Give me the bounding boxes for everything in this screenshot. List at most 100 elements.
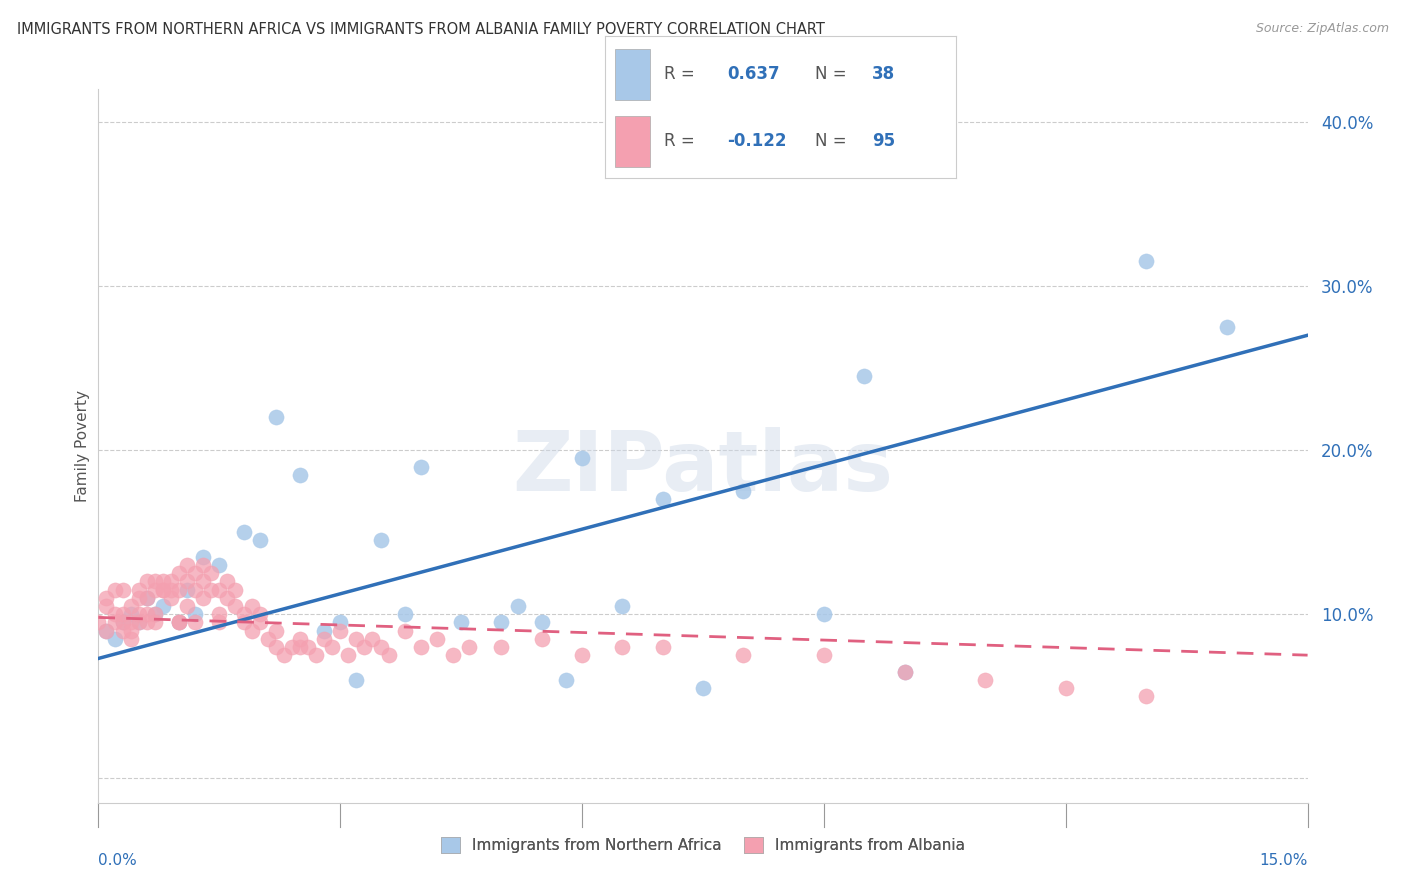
Point bbox=[314, 624, 336, 638]
Point bbox=[217, 574, 239, 589]
Point bbox=[1135, 689, 1157, 703]
Text: N =: N = bbox=[815, 65, 846, 83]
Point bbox=[167, 566, 190, 581]
Point bbox=[152, 582, 174, 597]
Point bbox=[426, 632, 449, 646]
Point bbox=[184, 566, 207, 581]
Point bbox=[120, 607, 142, 622]
Point bbox=[329, 624, 352, 638]
Point bbox=[128, 615, 150, 630]
Point bbox=[135, 591, 157, 605]
Point bbox=[974, 673, 997, 687]
Point bbox=[167, 582, 190, 597]
Point bbox=[208, 615, 231, 630]
Point bbox=[353, 640, 375, 654]
Point bbox=[232, 607, 254, 622]
Point bbox=[321, 640, 343, 654]
Text: ZIPatlas: ZIPatlas bbox=[513, 427, 893, 508]
Point bbox=[1135, 254, 1157, 268]
Point bbox=[176, 558, 198, 572]
Point bbox=[128, 582, 150, 597]
Point bbox=[297, 640, 319, 654]
Point bbox=[184, 615, 207, 630]
Legend: Immigrants from Northern Africa, Immigrants from Albania: Immigrants from Northern Africa, Immigra… bbox=[434, 831, 972, 859]
Point bbox=[370, 533, 392, 548]
Point bbox=[111, 607, 134, 622]
Point bbox=[176, 582, 198, 597]
Point bbox=[232, 525, 254, 540]
Point bbox=[555, 673, 578, 687]
Point bbox=[224, 599, 246, 613]
Point bbox=[813, 648, 835, 662]
Point bbox=[409, 459, 432, 474]
Point bbox=[111, 615, 134, 630]
Point bbox=[370, 640, 392, 654]
Point bbox=[344, 673, 367, 687]
Point bbox=[893, 665, 915, 679]
Point bbox=[240, 599, 263, 613]
Point bbox=[288, 640, 311, 654]
Point bbox=[111, 615, 134, 630]
Point bbox=[491, 640, 513, 654]
Point bbox=[530, 615, 553, 630]
Text: -0.122: -0.122 bbox=[728, 132, 787, 150]
Text: 38: 38 bbox=[872, 65, 894, 83]
Point bbox=[120, 615, 142, 630]
Point bbox=[612, 640, 634, 654]
Point bbox=[103, 607, 125, 622]
Point bbox=[193, 591, 215, 605]
Point bbox=[143, 615, 166, 630]
Point bbox=[128, 591, 150, 605]
Point bbox=[143, 607, 166, 622]
Point bbox=[135, 574, 157, 589]
Point bbox=[111, 582, 134, 597]
Y-axis label: Family Poverty: Family Poverty bbox=[75, 390, 90, 502]
Point bbox=[96, 624, 118, 638]
Text: 0.0%: 0.0% bbox=[98, 853, 138, 868]
Point bbox=[184, 607, 207, 622]
Point bbox=[193, 549, 215, 564]
Point bbox=[1216, 320, 1239, 334]
Point bbox=[506, 599, 529, 613]
Point bbox=[160, 591, 183, 605]
Point bbox=[571, 451, 593, 466]
Point bbox=[143, 607, 166, 622]
Point bbox=[305, 648, 328, 662]
Point bbox=[394, 607, 416, 622]
Point bbox=[651, 492, 673, 507]
Point bbox=[893, 665, 915, 679]
Point bbox=[193, 558, 215, 572]
Point bbox=[160, 582, 183, 597]
Point bbox=[208, 582, 231, 597]
Point bbox=[458, 640, 481, 654]
Point bbox=[288, 467, 311, 482]
Point bbox=[128, 607, 150, 622]
Point bbox=[249, 607, 271, 622]
Point bbox=[240, 624, 263, 638]
Point bbox=[208, 607, 231, 622]
Text: R =: R = bbox=[665, 65, 695, 83]
Point bbox=[813, 607, 835, 622]
Point bbox=[143, 574, 166, 589]
Point bbox=[96, 599, 118, 613]
Point bbox=[256, 632, 278, 646]
Point bbox=[377, 648, 399, 662]
Point bbox=[152, 574, 174, 589]
Point bbox=[135, 607, 157, 622]
Text: 15.0%: 15.0% bbox=[1260, 853, 1308, 868]
Point bbox=[273, 648, 295, 662]
Point bbox=[152, 599, 174, 613]
Point bbox=[337, 648, 360, 662]
Point bbox=[103, 615, 125, 630]
Point bbox=[152, 582, 174, 597]
Point bbox=[87, 615, 110, 630]
Point bbox=[96, 591, 118, 605]
Point bbox=[120, 599, 142, 613]
Point bbox=[288, 632, 311, 646]
Point bbox=[733, 484, 755, 499]
Point bbox=[329, 615, 352, 630]
Point bbox=[135, 615, 157, 630]
Point bbox=[441, 648, 464, 662]
Point bbox=[103, 632, 125, 646]
Point bbox=[217, 591, 239, 605]
